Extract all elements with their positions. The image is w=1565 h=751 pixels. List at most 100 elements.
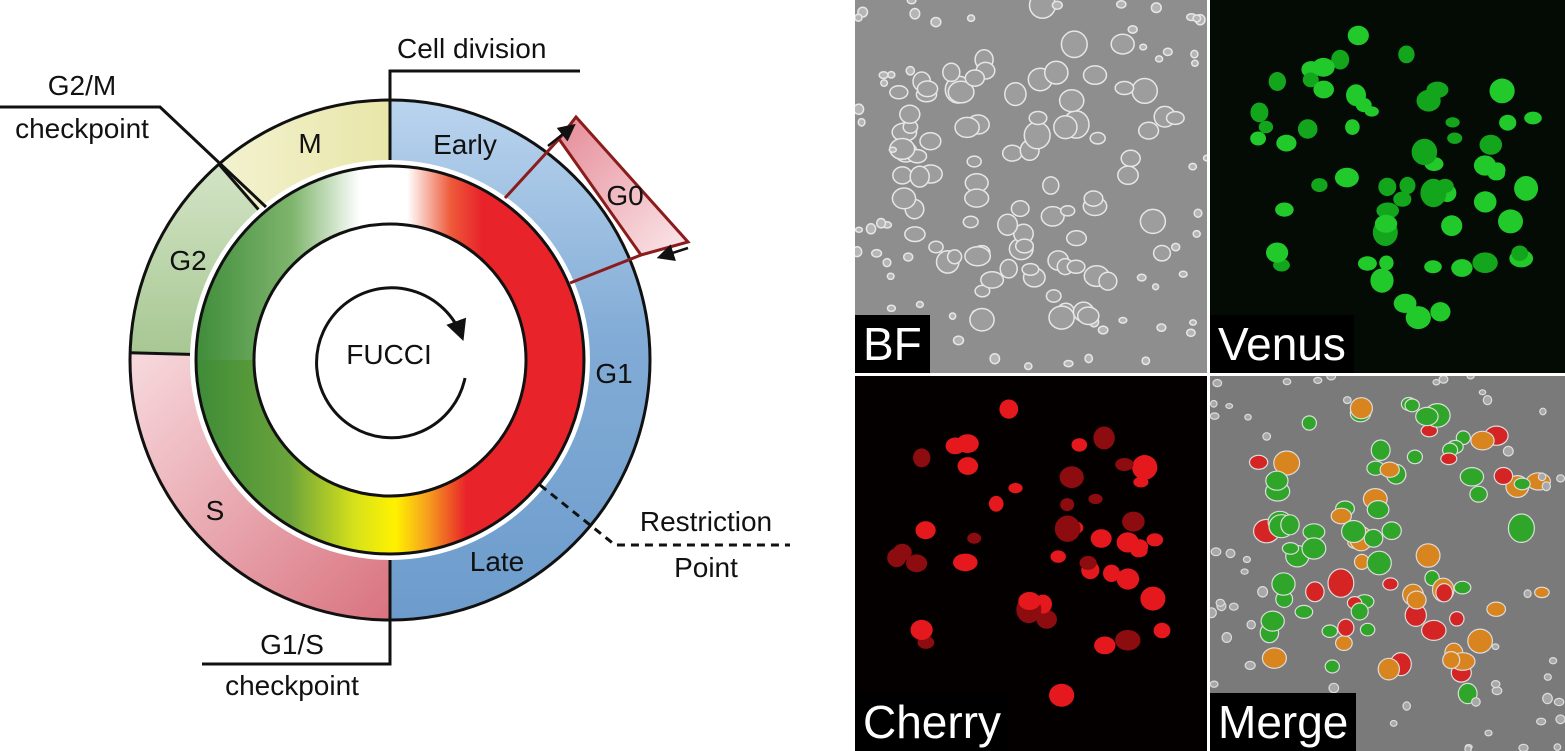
cell-blob [1393, 191, 1412, 207]
cell-blob [1276, 134, 1297, 152]
g0-entry-arrow-icon [547, 123, 576, 147]
cell-blob [1370, 268, 1394, 293]
cell-blob [1063, 359, 1074, 368]
cell-blob [1023, 362, 1033, 371]
cell-blob [1441, 215, 1463, 237]
panel-venus-label: Venus [1210, 315, 1354, 373]
cherry-cells-image [887, 399, 1171, 707]
cell-blob [1432, 378, 1441, 386]
cell-blob [1094, 636, 1116, 655]
cell-blob [1482, 395, 1493, 406]
cell-blob [1511, 245, 1529, 261]
cell-blob [1321, 624, 1339, 638]
cell-blob [1491, 643, 1500, 651]
g1s-leader [202, 620, 392, 666]
cell-blob [1459, 467, 1485, 487]
cell-blob [855, 13, 863, 22]
phase-g1-label: G1 [595, 358, 632, 389]
cell-blob [1313, 376, 1323, 385]
cell-blob [1151, 283, 1160, 291]
cell-blob [1132, 455, 1158, 480]
cell-blob [1324, 659, 1341, 674]
cell-blob [1153, 622, 1171, 639]
cell-blob [1507, 513, 1535, 543]
cell-blob [880, 79, 889, 88]
cell-blob [1275, 202, 1294, 217]
cell-blob [964, 188, 990, 208]
merge-cells-image [1210, 376, 1565, 751]
cell-blob [1543, 673, 1552, 681]
panel-bf-label: BF [855, 315, 930, 373]
cell-blob [1192, 229, 1201, 238]
cell-blob [1447, 132, 1463, 144]
cell-blob [1262, 432, 1272, 441]
cell-blob [1297, 119, 1318, 139]
cell-blob [1028, 110, 1048, 126]
cell-blob [1345, 119, 1360, 135]
cell-blob [1393, 293, 1417, 313]
cell-blob [1537, 472, 1547, 482]
cell-blob [1021, 262, 1040, 276]
cell-blob [1103, 564, 1120, 582]
cell-blob [1541, 481, 1551, 492]
cell-blob [913, 448, 931, 468]
cell-blob [1042, 176, 1060, 195]
g1s-checkpoint-label-line1: G1/S [260, 629, 324, 660]
cell-blob [1120, 149, 1141, 168]
cell-blob [1028, 0, 1057, 19]
cell-blob [1004, 81, 1027, 107]
cell-blob [1370, 439, 1391, 461]
cell-blob [1479, 134, 1503, 155]
cell-blob [1347, 25, 1369, 46]
cell-blob [888, 146, 898, 153]
cell-blob [1502, 445, 1514, 457]
cell-blob [952, 335, 965, 346]
cell-blob [909, 165, 930, 188]
panel-cherry: Cherry [855, 376, 1207, 751]
cell-blob [1097, 325, 1109, 335]
cell-blob [1376, 202, 1399, 219]
cell-blob [1484, 729, 1493, 737]
cell-blob [1076, 306, 1100, 326]
cell-blob [1357, 256, 1377, 271]
cell-blob [1430, 302, 1451, 322]
g2m-leader [0, 105, 268, 209]
center-label: FUCCI [346, 339, 432, 370]
cell-blob [1381, 521, 1402, 541]
phase-g2-segment [130, 164, 259, 355]
cell-blob [1464, 745, 1472, 751]
cell-blob [1342, 396, 1352, 405]
cell-blob [999, 258, 1018, 279]
cell-blob [1117, 165, 1139, 186]
cell-blob [1467, 628, 1494, 654]
cell-blob [942, 62, 961, 83]
cell-blob [1470, 430, 1495, 451]
cell-blob [946, 249, 963, 265]
cell-blob [1244, 413, 1252, 421]
cell-blob [1405, 306, 1431, 330]
panel-bf: BF [855, 0, 1207, 373]
cell-blob [1301, 537, 1327, 560]
cell-blob [1449, 611, 1465, 627]
cell-blob [1281, 541, 1300, 555]
cell-blob [1536, 717, 1547, 726]
fucci-ring-bottom [196, 360, 584, 554]
cell-blob [1190, 59, 1199, 68]
cell-blob [1331, 49, 1350, 70]
cell-blob [947, 80, 975, 104]
cell-blob [1341, 519, 1367, 544]
cell-blob [1139, 208, 1167, 235]
cell-blob [1115, 458, 1134, 471]
cell-blob [1498, 209, 1523, 234]
cell-blob [1190, 49, 1199, 59]
cell-blob [1088, 493, 1103, 505]
cell-blob [1188, 162, 1198, 171]
cell-blob [1466, 376, 1475, 380]
cell-blob [1280, 514, 1300, 536]
cell-blob [1018, 592, 1041, 610]
cell-blob [1379, 255, 1394, 271]
cell-blob [956, 434, 979, 453]
cell-blob [1415, 406, 1439, 427]
cell-blob [1451, 259, 1473, 277]
cell-blob [948, 312, 957, 320]
